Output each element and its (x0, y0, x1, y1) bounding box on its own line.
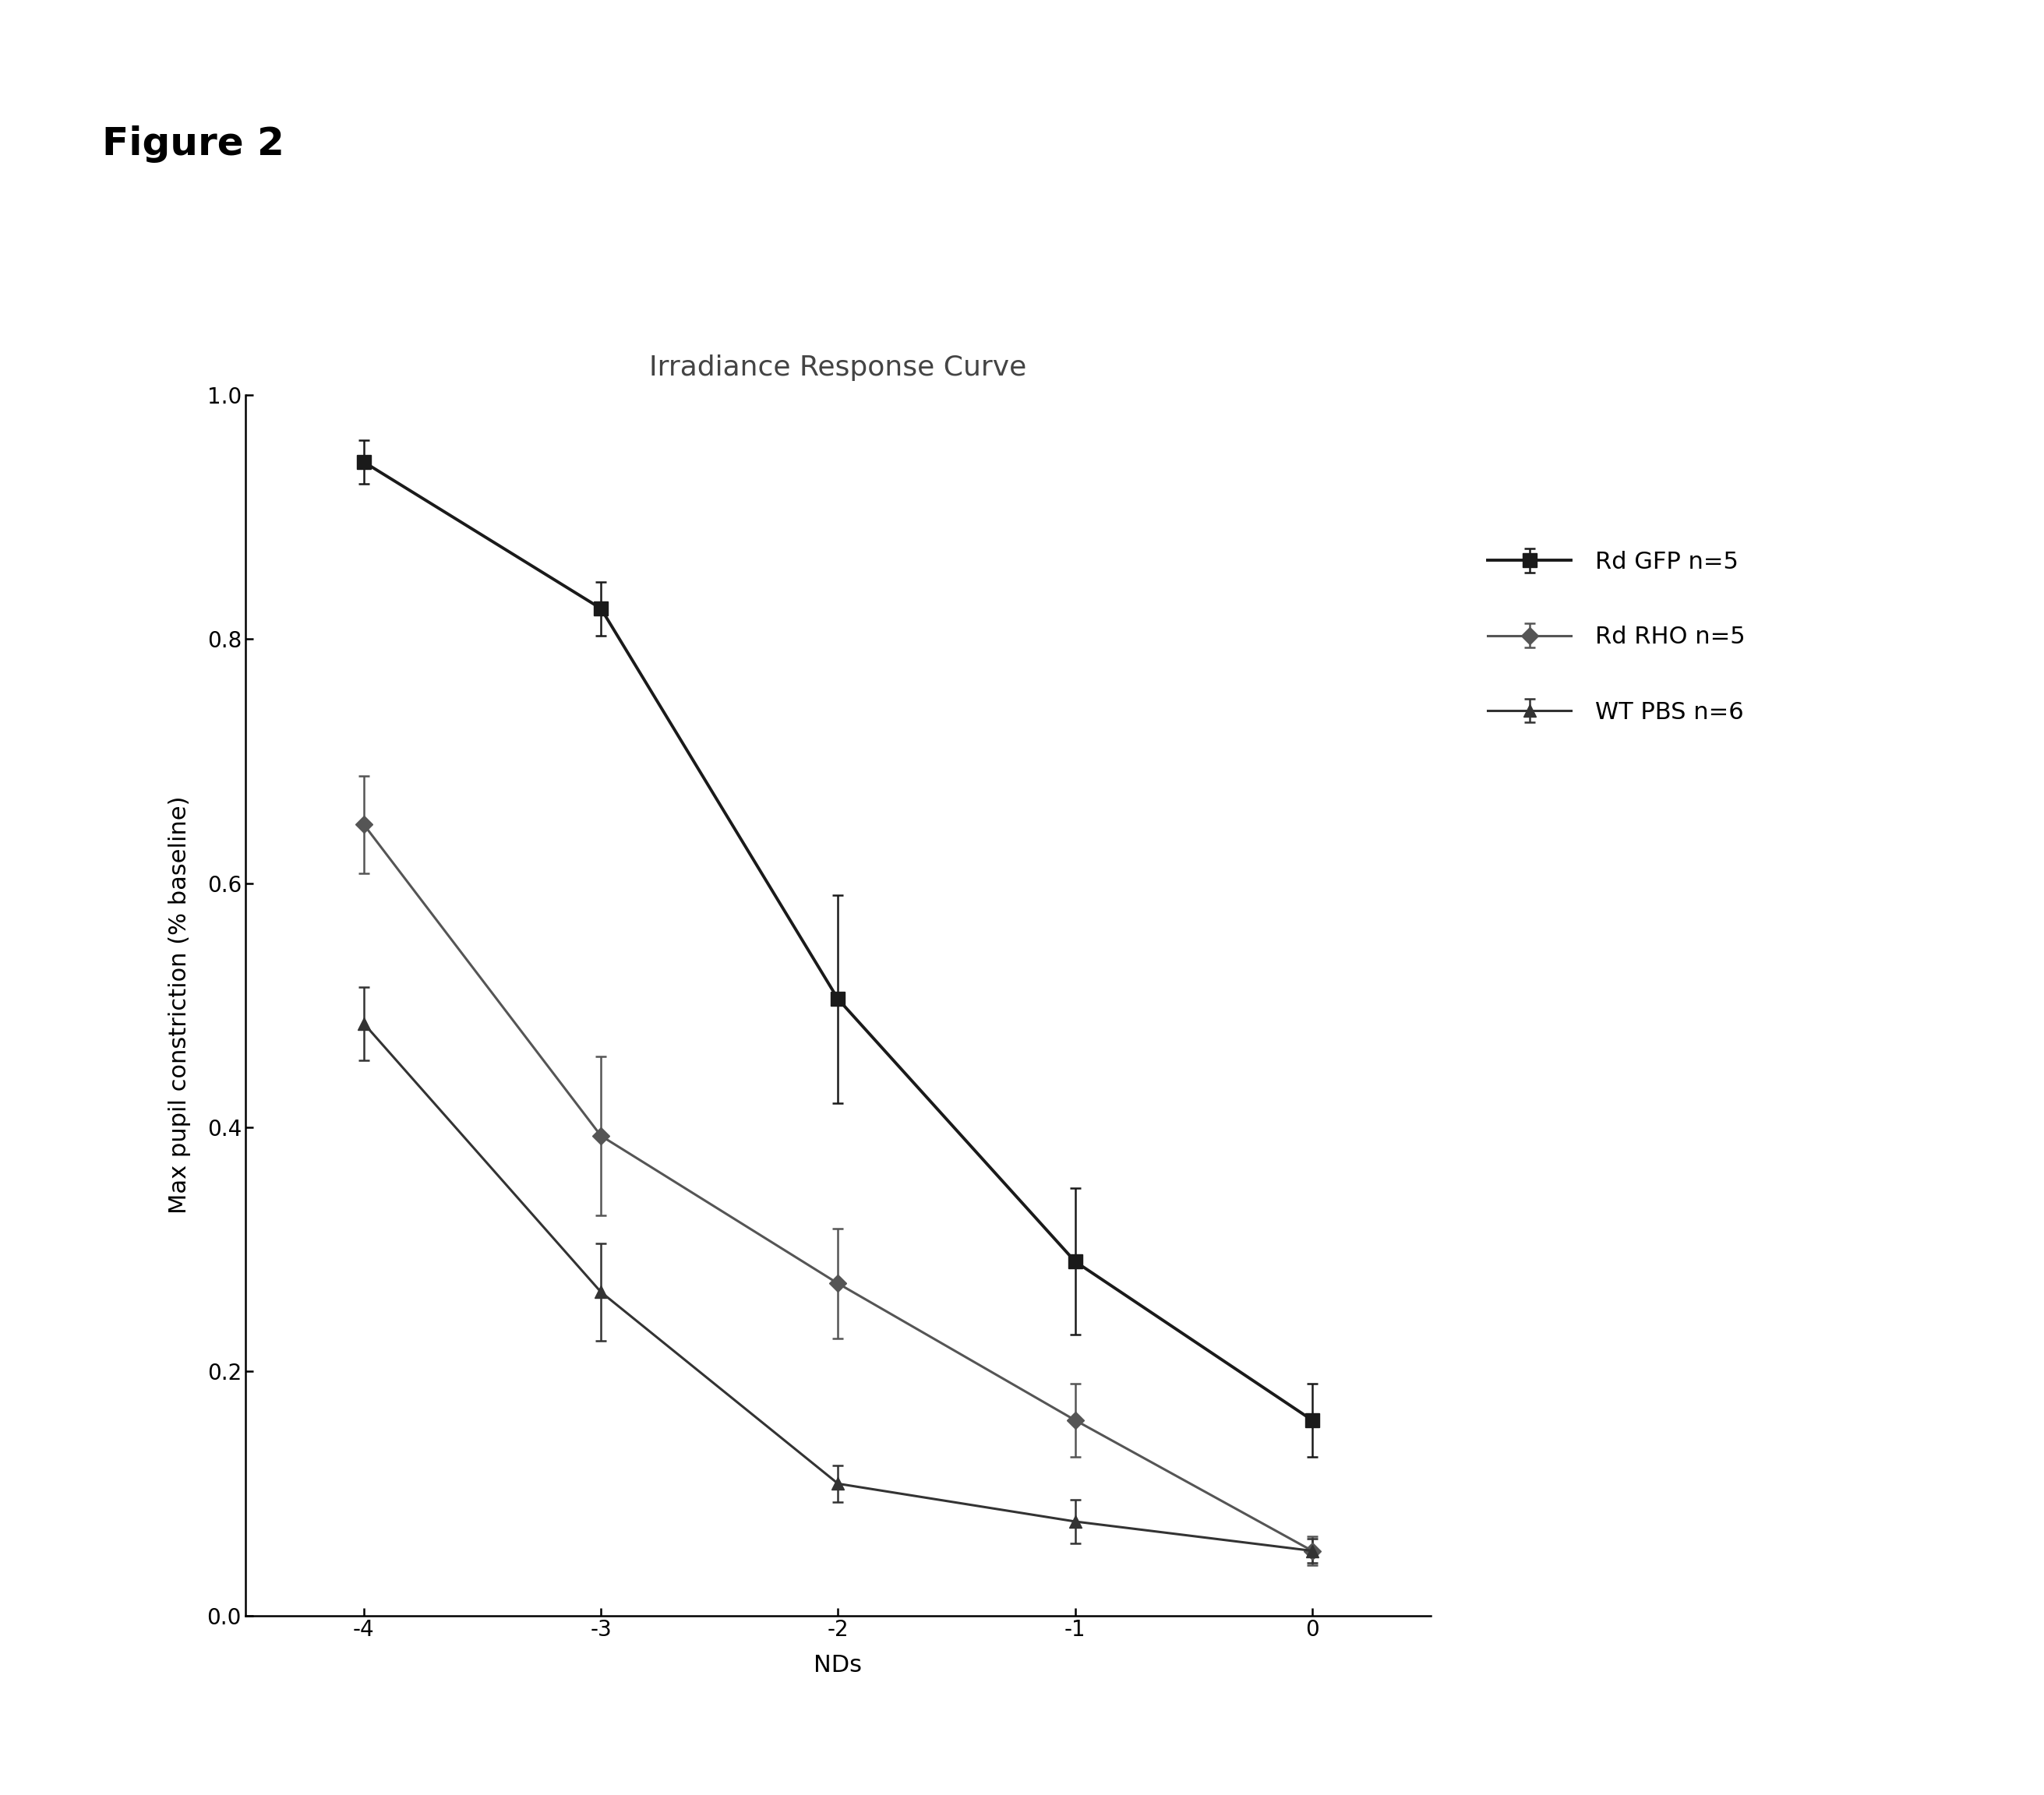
X-axis label: NDs: NDs (814, 1653, 863, 1677)
Legend: Rd GFP n=5, Rd RHO n=5, WT PBS n=6: Rd GFP n=5, Rd RHO n=5, WT PBS n=6 (1478, 542, 1754, 732)
Title: Irradiance Response Curve: Irradiance Response Curve (650, 354, 1026, 381)
Y-axis label: Max pupil constriction (% baseline): Max pupil constriction (% baseline) (168, 797, 190, 1213)
Text: Figure 2: Figure 2 (102, 126, 284, 163)
